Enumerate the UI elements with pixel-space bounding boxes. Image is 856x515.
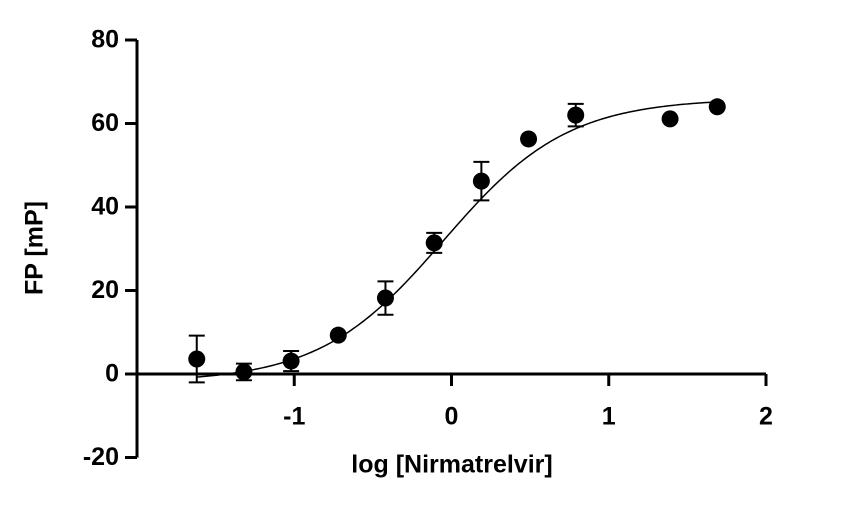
data-point: [520, 130, 538, 148]
data-point: [567, 106, 585, 124]
data-point: [188, 350, 206, 368]
x-tick-label: 1: [602, 403, 616, 431]
data-point: [376, 289, 394, 307]
data-point: [329, 326, 347, 344]
y-tick-label: -20: [83, 443, 119, 471]
fit-curve: [196, 101, 718, 378]
y-tick-label: 20: [91, 276, 119, 304]
data-point: [661, 110, 679, 128]
data-point: [235, 363, 253, 381]
y-axis-label: FP [mP]: [21, 201, 49, 295]
data-point: [708, 98, 726, 116]
x-axis-label: log [Nirmatrelvir]: [351, 451, 552, 479]
y-tick-label: 0: [105, 360, 119, 388]
y-tick-label: 60: [91, 109, 119, 137]
data-point: [472, 172, 490, 190]
x-tick-label: 0: [445, 403, 459, 431]
x-tick-label: -1: [283, 403, 305, 431]
data-point: [425, 234, 443, 252]
data-point: [282, 352, 300, 370]
y-tick-label: 40: [91, 193, 119, 221]
x-tick-label: 2: [759, 403, 773, 431]
y-tick-label: 80: [91, 26, 119, 54]
